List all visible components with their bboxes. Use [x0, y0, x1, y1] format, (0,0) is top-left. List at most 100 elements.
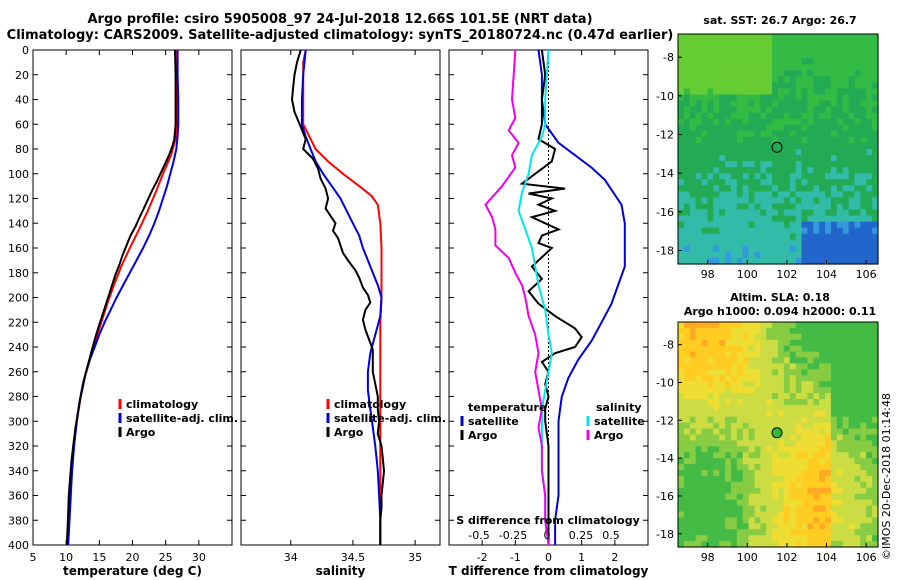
- map-cell: [848, 381, 856, 388]
- map-cell: [713, 124, 720, 132]
- map-cell: [807, 404, 814, 412]
- map-cell: [848, 404, 856, 412]
- map-cell: [813, 434, 820, 441]
- map-cell: [719, 52, 726, 59]
- map-cell: [725, 351, 732, 359]
- map-cell: [701, 112, 708, 120]
- map-cell: [813, 375, 820, 382]
- map-cell: [860, 470, 867, 477]
- map-cell: [789, 161, 797, 168]
- map-cell: [713, 410, 720, 418]
- map-cell: [819, 452, 826, 459]
- map-cell: [860, 351, 867, 359]
- map-cell: [872, 505, 879, 513]
- map-cell: [866, 130, 873, 138]
- map-cell: [860, 239, 867, 247]
- map-cell: [707, 505, 714, 513]
- map-cell: [713, 404, 720, 412]
- map-cell: [766, 118, 773, 126]
- map-cell: [725, 470, 732, 477]
- map-cell: [854, 369, 861, 376]
- map-cell: [754, 64, 761, 71]
- map-cell: [854, 257, 861, 265]
- map-cell: [736, 422, 744, 430]
- map-cell: [836, 94, 844, 102]
- map-cell: [766, 381, 773, 388]
- map-cell: [819, 475, 826, 483]
- map-cell: [848, 375, 856, 382]
- map-cell: [813, 481, 820, 489]
- map-cell: [701, 464, 708, 471]
- map-cell: [719, 322, 726, 329]
- map-cell: [689, 191, 697, 199]
- map-cell: [819, 339, 826, 347]
- map-cell: [830, 88, 838, 96]
- map-cell: [807, 88, 814, 96]
- map-cell: [819, 46, 826, 53]
- map-cell: [701, 475, 708, 483]
- map-cell: [689, 327, 697, 335]
- map-cell: [772, 257, 779, 265]
- map-cell: [801, 487, 808, 495]
- map-cell: [848, 393, 856, 400]
- y-tick-label: 120: [8, 193, 29, 206]
- map-cell: [748, 34, 756, 41]
- map-cell: [742, 94, 750, 102]
- map-cell: [678, 387, 685, 394]
- map-cell: [683, 94, 691, 102]
- map-cell: [807, 70, 814, 77]
- map-cell: [778, 215, 785, 223]
- map-cell: [866, 82, 873, 90]
- map-cell: [778, 203, 785, 211]
- map-cell: [860, 428, 867, 436]
- map-cell: [760, 517, 767, 524]
- map-cell: [701, 52, 708, 59]
- map-cell: [678, 493, 685, 501]
- map-cell: [701, 239, 708, 247]
- map-cell: [836, 76, 844, 84]
- map-cell: [730, 333, 738, 341]
- map-cell: [760, 130, 767, 138]
- map-cell: [683, 440, 691, 447]
- map-cell: [736, 505, 744, 513]
- map-cell: [789, 487, 797, 495]
- map-cell: [872, 155, 879, 162]
- map-cell: [719, 149, 726, 156]
- map-cell: [789, 82, 797, 90]
- map-cell: [701, 245, 708, 253]
- map-cell: [860, 215, 867, 223]
- map-cell: [807, 381, 814, 388]
- map-cell: [760, 136, 767, 144]
- map-cell: [842, 215, 850, 223]
- map-cell: [678, 458, 685, 465]
- map-cell: [766, 209, 773, 217]
- map-cell: [730, 203, 738, 211]
- map-cell: [748, 535, 756, 542]
- map-cell: [766, 339, 773, 347]
- map-cell: [813, 446, 820, 453]
- map-cell: [772, 191, 779, 199]
- map-cell: [725, 173, 732, 180]
- map-cell: [807, 499, 814, 507]
- map-cell: [683, 88, 691, 96]
- map-cell: [830, 446, 838, 453]
- map-cell: [860, 76, 867, 84]
- map-cell: [736, 245, 744, 253]
- map-cell: [825, 173, 832, 180]
- map-cell: [848, 470, 856, 477]
- map-cell: [748, 393, 756, 400]
- map-cell: [860, 100, 867, 108]
- map-cell: [825, 339, 832, 347]
- map-cell: [730, 369, 738, 376]
- map-cell: [760, 470, 767, 477]
- map-cell: [760, 345, 767, 353]
- map-cell: [772, 215, 779, 223]
- map-cell: [707, 203, 714, 211]
- map-cell: [789, 535, 797, 542]
- map-cell: [795, 529, 803, 536]
- series-line-argo: [290, 49, 386, 545]
- map-cell: [760, 529, 767, 536]
- map-cell: [754, 345, 761, 353]
- map-cell: [683, 245, 691, 253]
- map-cell: [813, 136, 820, 144]
